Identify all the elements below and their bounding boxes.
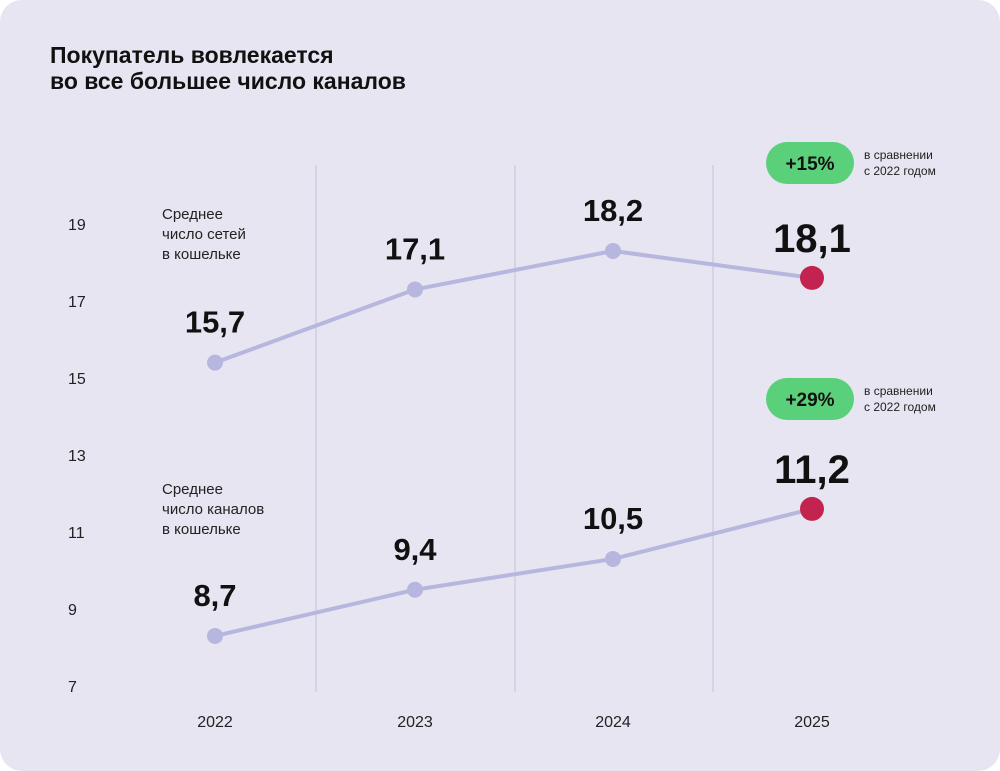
series-2-data-label: 9,4 [393, 532, 437, 567]
series-2-name-line: Среднее [162, 481, 223, 498]
series-1-highlight-point [800, 265, 824, 290]
y-tick-label: 13 [68, 448, 86, 465]
series-1-name-line: Среднее [162, 206, 223, 223]
series-1-comparison-note: с 2022 годом [864, 164, 936, 178]
series-2-point [605, 550, 621, 567]
series-2-growth-badge [766, 378, 854, 420]
series-1-growth-badge [766, 142, 854, 184]
series-2-highlight-point [800, 496, 824, 521]
series-2-point [207, 627, 223, 644]
x-tick-label-2024: 2024 [595, 714, 631, 731]
x-tick-label-2023: 2023 [397, 714, 433, 731]
series-1-growth-badge-text: +15% [785, 154, 834, 175]
y-tick-label: 15 [68, 371, 86, 388]
series-2-data-label: 8,7 [193, 578, 236, 613]
y-tick-label: 9 [68, 602, 77, 619]
series-2-comparison-note: в сравнении [864, 384, 933, 398]
series-2-name-line: число каналов [162, 501, 264, 518]
chart-title-line-1: Покупатель вовлекается [50, 42, 334, 68]
y-tick-label: 7 [68, 679, 77, 696]
series-1-data-label: 15,7 [185, 305, 245, 340]
series-1-comparison-note: в сравнении [864, 148, 933, 162]
series-1-data-label: 18,1 [773, 217, 851, 261]
series-2-growth-badge-text: +29% [785, 390, 834, 411]
x-tick-label-2022: 2022 [197, 714, 233, 731]
series-1-data-label: 17,1 [385, 231, 445, 266]
series-1-name-line: в кошельке [162, 246, 241, 263]
chart-title-line-2: во все большее число каналов [50, 68, 406, 94]
series-1-data-label: 18,2 [583, 193, 643, 228]
series-1-name-line: число сетей [162, 226, 246, 243]
series-1-point [407, 281, 423, 298]
series-2-comparison-note: с 2022 годом [864, 400, 936, 414]
y-tick-label: 11 [68, 525, 85, 542]
series-1-point [605, 242, 621, 259]
chart-title: Покупатель вовлекается во все большее чи… [50, 42, 650, 94]
y-tick-label: 19 [68, 217, 86, 234]
series-2-data-label: 10,5 [583, 501, 643, 536]
series-2-name-line: в кошельке [162, 521, 241, 538]
series-2-point [407, 581, 423, 598]
y-tick-label: 17 [68, 294, 86, 311]
x-tick-label-2025: 2025 [794, 714, 830, 731]
series-1-line [213, 248, 814, 365]
series-1-point [207, 354, 223, 371]
series-2-line [213, 506, 814, 638]
series-2-data-label: 11,2 [774, 448, 850, 492]
